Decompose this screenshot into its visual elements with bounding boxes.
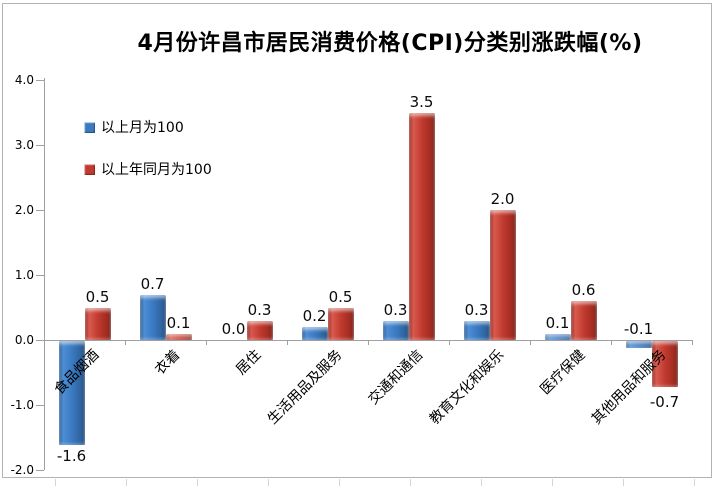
y-tick-label: 4.0: [14, 73, 34, 87]
y-tick-label: 2.0: [14, 203, 34, 217]
yoy-bar-3: [327, 307, 354, 340]
yoy-value-label-2: 0.3: [247, 300, 272, 319]
x-axis-tick: [530, 340, 531, 345]
worksheet-gridline-stub: [481, 479, 482, 486]
y-axis-line: [44, 78, 45, 470]
y-tick-label: 1.0: [14, 268, 34, 282]
chart-title: 4月份许昌市居民消费价格(CPI)分类别涨跌幅(%): [137, 31, 643, 56]
x-axis-tick: [449, 340, 450, 345]
mom-bar-6: [544, 333, 571, 340]
mom-bar-1: [139, 294, 166, 340]
worksheet-gridline-stub: [55, 479, 56, 486]
worksheet-gridline-stub: [197, 479, 198, 486]
mom-value-label-1: 0.7: [140, 274, 165, 293]
legend-item-yoy: 以上年同月为100: [84, 161, 212, 178]
mom-value-label-6: 0.1: [545, 313, 570, 332]
mom-value-label-2: 0.0: [221, 320, 246, 338]
y-tick-label: 3.0: [14, 138, 34, 152]
mom-bar-5: [463, 320, 490, 340]
yoy-value-label-1: 0.1: [166, 313, 191, 332]
x-axis-tick: [692, 340, 693, 345]
legend-marker-blue: [84, 121, 95, 133]
yoy-bar-0: [84, 307, 111, 340]
yoy-bar-4: [408, 112, 435, 340]
y-axis-tick: [36, 210, 44, 211]
yoy-value-label-7: -0.7: [649, 392, 680, 411]
worksheet-gridline-stub: [552, 479, 553, 486]
yoy-bar-1: [165, 333, 192, 340]
x-axis-tick: [206, 340, 207, 345]
y-axis-tick: [36, 405, 44, 406]
y-axis-tick: [36, 470, 44, 471]
yoy-bar-5: [489, 210, 516, 340]
chart-frame: [2, 3, 712, 478]
worksheet-gridline-stub: [339, 479, 340, 486]
mom-value-label-4: 0.3: [383, 300, 408, 319]
y-tick-label: -2.0: [10, 463, 34, 477]
worksheet-gridline-stub: [694, 479, 695, 486]
y-tick-label: 0.0: [14, 333, 34, 347]
y-axis-tick: [36, 340, 44, 341]
y-tick-label: -1.0: [10, 398, 34, 412]
yoy-bar-7: [651, 341, 678, 387]
yoy-bar-6: [570, 301, 597, 340]
legend-item-mom: 以上月为100: [84, 119, 184, 136]
yoy-value-label-3: 0.5: [328, 287, 353, 306]
y-axis-tick: [36, 145, 44, 146]
mom-bar-7: [625, 341, 652, 348]
mom-value-label-3: 0.2: [302, 307, 327, 325]
mom-value-label-0: -1.6: [56, 447, 87, 465]
mom-value-label-7: -0.1: [623, 320, 654, 338]
yoy-value-label-6: 0.6: [571, 281, 596, 299]
x-axis-tick: [368, 340, 369, 345]
mom-bar-0: [58, 341, 85, 445]
mom-bar-4: [382, 320, 409, 340]
yoy-value-label-4: 3.5: [409, 92, 434, 111]
mom-bar-3: [301, 327, 328, 340]
worksheet-gridline-stub: [623, 479, 624, 486]
mom-value-label-5: 0.3: [464, 300, 489, 319]
worksheet-gridline-stub: [410, 479, 411, 486]
yoy-value-label-0: 0.5: [85, 287, 110, 306]
legend-label-mom: 以上月为100: [101, 120, 184, 136]
legend-marker-red: [84, 163, 95, 175]
y-axis-tick: [36, 275, 44, 276]
x-axis-tick: [287, 340, 288, 345]
x-axis-tick: [125, 340, 126, 345]
x-axis-tick: [611, 340, 612, 345]
legend-label-yoy: 以上年同月为100: [101, 162, 212, 178]
worksheet-gridline-stub: [126, 479, 127, 486]
yoy-bar-2: [246, 320, 273, 340]
y-axis-tick: [36, 80, 44, 81]
worksheet-gridline-stub: [268, 479, 269, 486]
yoy-value-label-5: 2.0: [490, 190, 515, 208]
